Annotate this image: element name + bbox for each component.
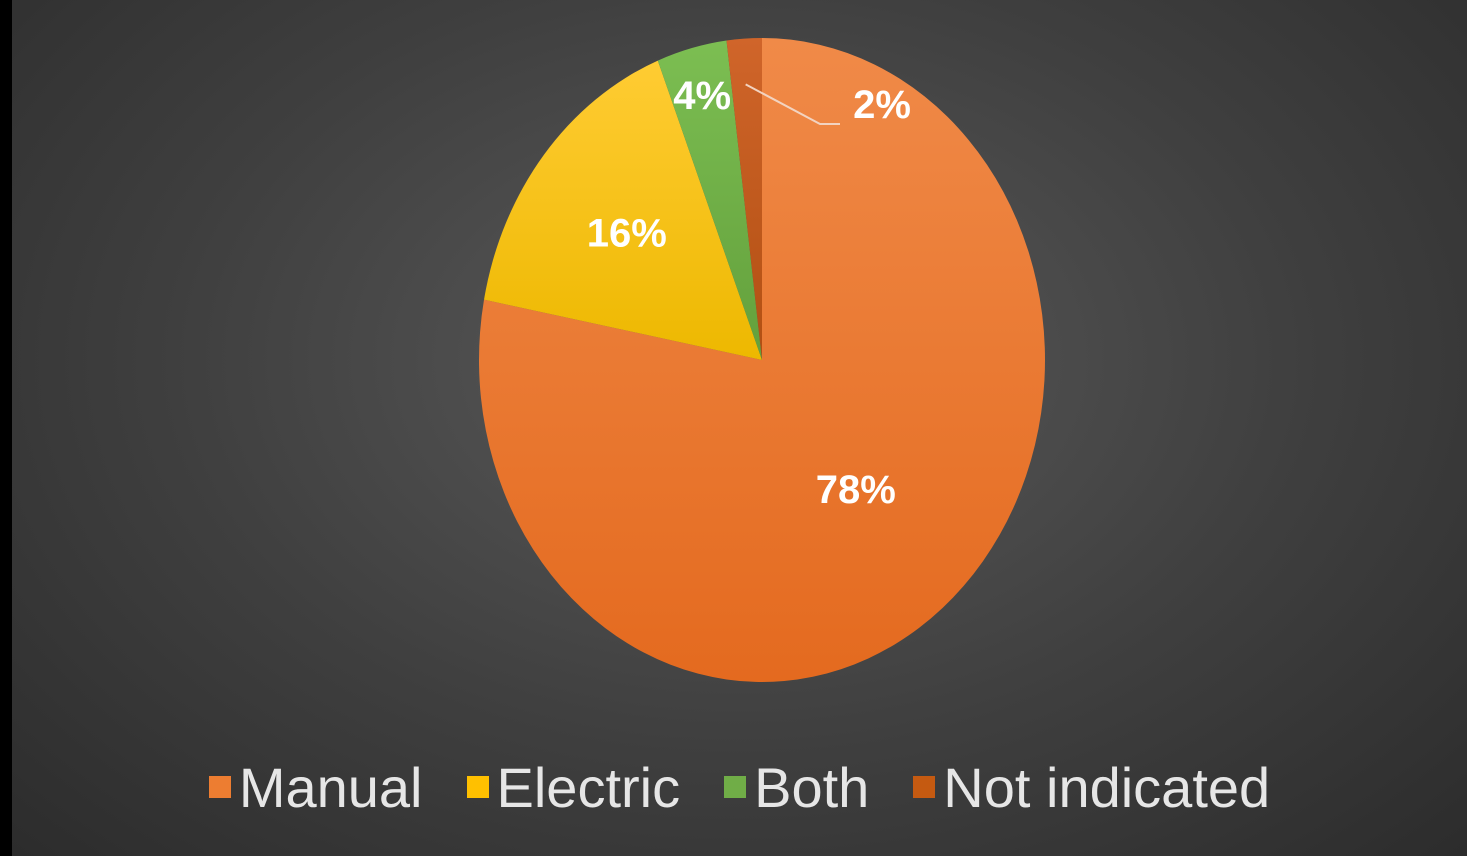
slice-label-electric: 16% — [587, 212, 667, 256]
legend-swatch-electric — [466, 776, 489, 798]
legend-label-not-indicated: Not indicated — [943, 755, 1271, 819]
slice-label-manual: 78% — [816, 468, 896, 512]
legend-item-not-indicated: Not indicated — [913, 755, 1270, 820]
legend-swatch-not-indicated — [913, 776, 936, 798]
legend-item-manual: Manual — [208, 755, 423, 820]
slice-label-both: 4% — [673, 74, 731, 118]
leader-line-not-indicated — [745, 83, 840, 125]
slice-label-not-indicated: 2% — [853, 83, 911, 127]
legend-swatch-both — [724, 776, 747, 798]
pie-slice-both — [657, 40, 762, 361]
legend-label-both: Both — [754, 755, 870, 819]
pie-chart: 78% 16% 4% 2% — [478, 38, 1045, 682]
legend-label-manual: Manual — [238, 755, 423, 819]
legend-swatch-manual — [208, 776, 231, 798]
legend-item-electric: Electric — [466, 755, 681, 820]
pie-slice-electric — [484, 60, 762, 361]
pie-slices — [478, 38, 1045, 682]
legend-label-electric: Electric — [496, 755, 681, 819]
legend-item-both: Both — [724, 755, 869, 820]
chart-area: 78% 16% 4% 2% Manual Electric Both Not indi… — [12, 0, 1467, 856]
pie-labels: 78% 16% 4% 2% — [587, 74, 911, 512]
legend: Manual Electric Both Not indicated — [12, 752, 1467, 822]
pie-slice-not-indicated — [726, 38, 762, 360]
